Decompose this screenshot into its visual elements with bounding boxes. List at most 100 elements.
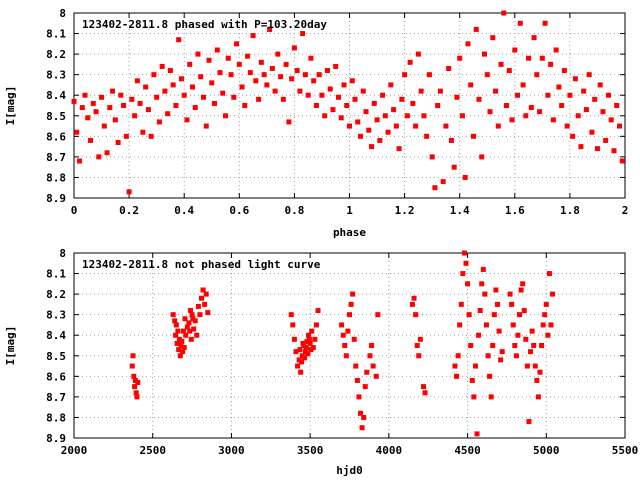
panel1-data-point bbox=[347, 123, 352, 129]
panel1-data-point bbox=[360, 88, 366, 94]
panel2-data-point bbox=[479, 281, 485, 287]
panel2-data-point bbox=[529, 328, 535, 334]
panel2-data-point bbox=[476, 332, 482, 338]
panel1-data-point bbox=[82, 92, 88, 98]
panel1-data-point bbox=[225, 55, 231, 61]
panel1-data-point bbox=[545, 92, 551, 98]
panel2-data-point bbox=[354, 377, 360, 383]
panel1-data-point bbox=[542, 20, 548, 26]
panel1-data-point bbox=[143, 84, 149, 90]
panel1-data-point bbox=[231, 94, 237, 100]
panel2-data-point bbox=[183, 332, 189, 338]
panel1-data-point bbox=[85, 115, 91, 121]
panel2-data-point bbox=[200, 287, 206, 293]
panel1-data-point bbox=[247, 70, 253, 76]
panel1-data-point bbox=[399, 96, 405, 102]
panel2-data-point bbox=[468, 343, 474, 348]
panel1-data-point bbox=[553, 47, 559, 53]
panel1-data-point bbox=[184, 117, 190, 123]
panel1-data-point bbox=[616, 123, 622, 129]
panel1-data-point bbox=[559, 103, 565, 108]
panel1-data-point bbox=[319, 92, 325, 98]
panel1-data-point bbox=[355, 119, 361, 125]
panel1-data-point bbox=[517, 20, 523, 26]
panel1-data-point bbox=[493, 88, 499, 94]
panel2-data-point bbox=[417, 336, 423, 342]
panel1-data-point bbox=[581, 88, 587, 94]
panel1-data-point bbox=[294, 68, 300, 74]
panel1-data-point bbox=[594, 146, 600, 152]
panel2-data-point bbox=[515, 332, 521, 338]
panel2-y-tick-label: 8.1 bbox=[46, 268, 66, 281]
panel2-data-point bbox=[170, 312, 176, 318]
panel1-data-point bbox=[291, 45, 297, 51]
panel2-data-point bbox=[367, 353, 373, 359]
panel1-data-point bbox=[173, 103, 179, 108]
panel1-data-point bbox=[278, 74, 284, 80]
panel2-data-point bbox=[466, 312, 472, 318]
panel2-data-point bbox=[512, 343, 518, 348]
panel1-data-point bbox=[443, 123, 449, 129]
panel2-data-point bbox=[181, 345, 187, 351]
panel1-data-point bbox=[531, 35, 537, 41]
panel1-data-point bbox=[539, 55, 545, 61]
panel1-data-point bbox=[212, 100, 218, 106]
panel1-x-tick-label: 0.2 bbox=[119, 204, 139, 217]
panel1-data-point bbox=[564, 123, 570, 129]
panel2-data-point bbox=[469, 377, 475, 383]
panel2-data-point bbox=[353, 363, 359, 369]
panel1-data-point bbox=[151, 72, 157, 78]
panel1-data-point bbox=[454, 94, 460, 100]
panel2-data-point bbox=[413, 312, 419, 318]
panel1-data-point bbox=[498, 61, 504, 67]
panel1-data-point bbox=[300, 31, 306, 37]
panel1-data-point bbox=[611, 148, 617, 154]
panel1-data-point bbox=[429, 154, 435, 160]
panel1-data-point bbox=[446, 66, 452, 71]
panel1-data-point bbox=[592, 96, 598, 102]
panel2-data-point bbox=[305, 351, 311, 357]
panel2-data-point bbox=[180, 349, 186, 355]
panel1-data-point bbox=[440, 179, 446, 185]
panel1-data-point bbox=[250, 33, 256, 39]
panel2-data-point bbox=[132, 384, 138, 390]
panel2-data-point bbox=[361, 414, 367, 420]
panel2-y-tick-label: 8.3 bbox=[46, 309, 66, 322]
panel1-data-point bbox=[162, 88, 168, 94]
panel1-data-point bbox=[101, 123, 107, 129]
panel1-data-point bbox=[129, 96, 135, 102]
panel2-data-point bbox=[517, 312, 523, 318]
panel2-data-point bbox=[531, 343, 537, 348]
panel2-y-tick-label: 8.6 bbox=[46, 370, 66, 383]
panel2-data-point bbox=[364, 369, 370, 375]
panel2-data-point bbox=[358, 410, 364, 416]
panel1-data-point bbox=[374, 117, 380, 123]
panel2-data-point bbox=[190, 316, 196, 322]
panel1-x-tick-label: 1.6 bbox=[505, 204, 525, 217]
panel1-x-tick-label: 0.6 bbox=[229, 204, 249, 217]
panel1-data-point bbox=[600, 109, 606, 115]
panel2-data-point bbox=[496, 328, 502, 334]
panel1-data-point bbox=[112, 117, 118, 123]
panel1-data-point bbox=[126, 189, 132, 195]
panel1-data-point bbox=[121, 103, 127, 108]
panel2-data-point bbox=[303, 345, 309, 351]
panel1-x-tick-label: 2 bbox=[622, 204, 629, 217]
panel2-data-point bbox=[537, 369, 543, 375]
panel1-data-point bbox=[192, 105, 198, 111]
panel2-data-point bbox=[477, 308, 483, 314]
panel2-data-point bbox=[534, 377, 540, 383]
panel1-data-point bbox=[402, 72, 408, 78]
panel1-data-point bbox=[468, 82, 474, 88]
panel1-x-tick-label: 1.8 bbox=[560, 204, 580, 217]
panel1-data-point bbox=[200, 94, 206, 100]
panel2-data-point bbox=[189, 312, 195, 318]
panel1-data-point bbox=[528, 105, 534, 111]
panel1-data-point bbox=[74, 129, 80, 135]
panel1-data-point bbox=[308, 55, 314, 61]
panel1-data-point bbox=[506, 68, 512, 74]
panel2-data-point bbox=[485, 353, 491, 359]
panel2-data-point bbox=[513, 353, 519, 359]
panel1-data-point bbox=[548, 61, 554, 67]
panel1-data-point bbox=[567, 92, 573, 98]
